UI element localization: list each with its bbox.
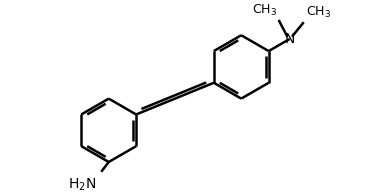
Text: CH$_3$: CH$_3$: [253, 3, 278, 18]
Text: H$_2$N: H$_2$N: [69, 177, 97, 193]
Text: CH$_3$: CH$_3$: [306, 5, 331, 20]
Text: N: N: [285, 32, 295, 46]
